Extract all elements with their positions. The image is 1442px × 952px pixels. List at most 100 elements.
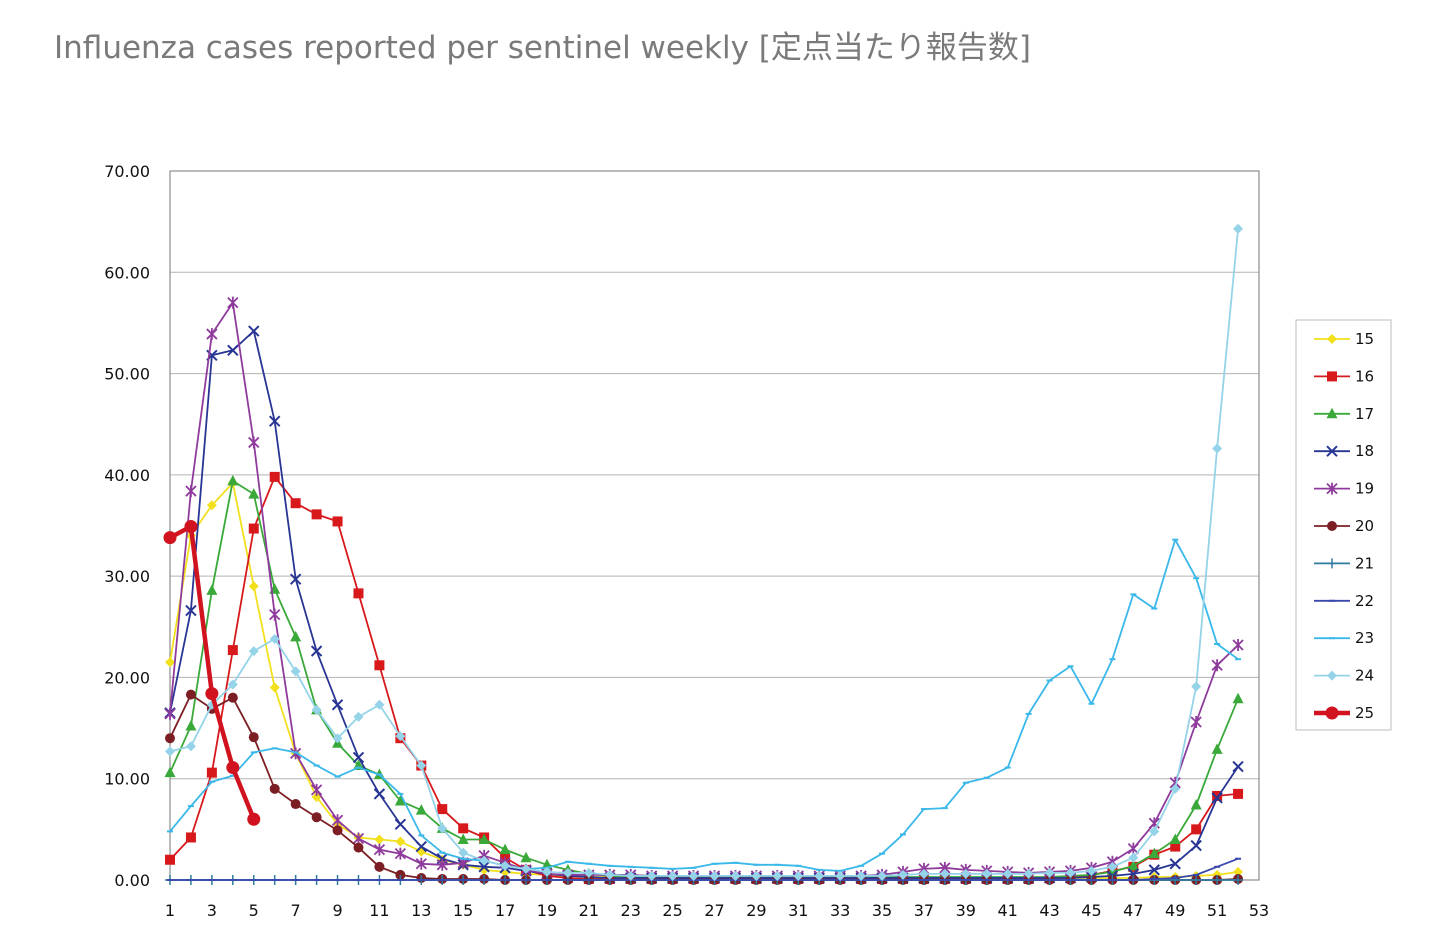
series-20-point [374,861,385,872]
series-19-point [248,436,260,449]
series-24-point [1128,852,1139,863]
series-20-point [248,732,259,743]
x-tick-label: 29 [746,901,766,920]
x-tick-label: 31 [788,901,808,920]
series-24-point [1107,861,1118,872]
gridlines [170,271,1259,780]
x-tick-label: 39 [956,901,976,920]
series-18-point [1169,858,1181,870]
series-24-point [1086,865,1097,876]
x-tick-label: 47 [1123,901,1143,920]
legend-items: 15 16 17 18 19 20 21 22 23 24 25 [1314,330,1374,722]
legend-swatch-marker [1327,670,1337,681]
series-16-point [353,588,364,599]
series-16-point [1233,788,1244,799]
series-25-point [205,687,219,701]
series-18-point [289,573,302,585]
series-20-point [185,689,196,700]
series-24-point [1023,868,1034,879]
series-19-point [1190,715,1202,728]
x-tick-label: 51 [1207,901,1227,920]
series-16-point [165,854,175,865]
series-24-point [981,868,992,879]
x-tick-label: 19 [537,901,557,920]
series-24-point [1191,681,1202,692]
series-16-point [332,516,343,527]
legend-label: 21 [1355,554,1374,572]
legend-swatch-marker [1326,445,1338,457]
series-20-point [227,692,238,703]
x-tick-label: 21 [579,901,599,920]
series-15-point [165,657,175,668]
series-18 [164,325,1244,884]
y-tick-label: 0.00 [114,871,150,890]
y-axis-tick-labels: 0.00 10.00 20.00 30.00 40.00 50.00 60.00 70.00 [104,162,150,890]
series-20-point [311,812,322,823]
legend-label: 19 [1355,480,1374,498]
series-18-point [352,751,365,764]
series-16-point [311,509,322,520]
series-16-point [248,523,259,534]
legend-label: 24 [1355,667,1374,685]
legend-item-24: 24 [1314,667,1374,685]
series-17-point [1127,859,1139,871]
series-16-point [1191,824,1202,835]
y-tick-label: 10.00 [104,770,150,789]
series-18-point [415,840,428,853]
series-17-point [227,474,239,486]
series-24-point [185,741,196,752]
legend-item-19: 19 [1314,480,1374,498]
series-19-point [1232,639,1244,652]
series-17-point [394,794,406,806]
series-17-point [206,584,218,595]
series-17-point [499,843,511,855]
x-tick-label: 27 [704,901,724,920]
series-24-point [960,868,971,879]
legend-box [1295,319,1392,731]
series-19-point [1127,842,1139,855]
series-20-point [395,869,406,880]
series-18-point [1211,792,1223,804]
series-19-point [206,328,218,341]
series-16-point [227,645,238,656]
series-24-point [521,863,532,874]
series-24-point [332,733,343,744]
series-15-point [374,834,385,845]
series-24-point [1170,783,1181,794]
series-19-point [373,843,386,856]
x-tick-label: 49 [1165,901,1185,920]
x-tick-label: 43 [1039,901,1059,920]
x-tick-label: 45 [1081,901,1101,920]
legend-swatch-marker [1325,706,1339,720]
series-17-point [185,720,197,731]
series-17-point [1169,833,1181,844]
series-19-point [436,858,448,871]
series-15-point [269,682,280,693]
y-tick-label: 50.00 [104,365,150,384]
series-18-point [394,818,407,831]
series-17-point [457,833,469,844]
legend: 15 16 17 18 19 20 21 22 23 24 25 [1295,319,1392,731]
series-25-point [226,761,240,775]
series-24-point [877,870,888,881]
series-19-point [394,847,407,860]
series-16-point [437,804,448,815]
series-24-point [458,847,469,858]
legend-swatch-marker [1327,371,1337,382]
series-24-point [541,866,552,877]
series-24-point [814,870,825,881]
series-24-point [479,855,490,866]
series-19-point [227,296,239,309]
x-tick-label: 53 [1249,901,1269,920]
y-tick-label: 40.00 [104,466,150,485]
series-24-point [1233,223,1244,234]
series-23-line [169,538,1239,872]
series-25-point [163,531,177,545]
series-17-point [164,766,176,778]
series-24-point [625,870,636,881]
series-24-point [374,699,385,710]
series-19-point [352,832,365,845]
series-25-point [247,812,261,826]
series-24-line [169,228,1239,877]
series-25 [163,520,261,826]
